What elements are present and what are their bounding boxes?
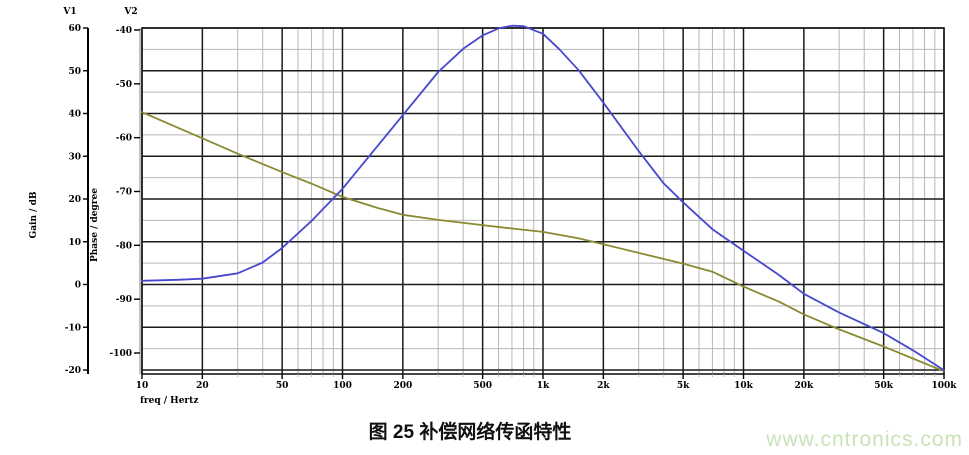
gain-tick-label: 30	[68, 152, 81, 162]
freq-tick-label: 100k	[931, 381, 957, 391]
freq-tick-label: 20	[196, 381, 209, 391]
phase-curve	[141, 24, 945, 372]
axes	[87, 27, 945, 375]
freq-tick-label: 5k	[677, 381, 690, 391]
freq-tick-label: 10k	[734, 381, 754, 391]
tick-marks	[83, 27, 945, 379]
watermark: www.cntronics.com	[766, 428, 963, 451]
phase-tick-label: -90	[116, 295, 132, 305]
figure-caption: 图 25 补偿网络传函特性	[368, 422, 572, 443]
phase-tick-label: -40	[116, 26, 132, 36]
gain-curve	[141, 111, 945, 373]
gain-tick-label: -10	[65, 323, 81, 333]
phase-tick-label: -50	[116, 80, 132, 90]
freq-tick-label: 50	[276, 381, 289, 391]
gain-tick-label: 0	[75, 281, 81, 291]
freq-axis-title: freq / Hertz	[140, 396, 198, 406]
phase-axis-title: Phase / degree	[90, 188, 100, 262]
freq-tick-label: 50k	[874, 381, 894, 391]
freq-tick-label: 1k	[537, 381, 550, 391]
gain-tick-label: 40	[68, 110, 81, 120]
freq-tick-label: 100	[333, 381, 352, 391]
gain-tick-label: 60	[68, 24, 81, 34]
series	[141, 24, 945, 373]
freq-tick-label: 20k	[794, 381, 814, 391]
phase-tick-label: -100	[109, 349, 132, 359]
freq-tick-label: 10	[136, 381, 149, 391]
gain-tick-label: 50	[68, 67, 81, 77]
phase-tick-label: -60	[116, 134, 132, 144]
phase-tick-label: -70	[116, 187, 132, 197]
gain-axis-name: V1	[62, 7, 76, 17]
freq-tick-label: 2k	[597, 381, 610, 391]
phase-tick-label: -80	[116, 241, 132, 251]
gain-axis-title: Gain / dB	[29, 191, 39, 238]
gain-tick-label: -20	[65, 366, 81, 376]
freq-tick-label: 200	[393, 381, 412, 391]
gain-tick-label: 20	[68, 195, 81, 205]
phase-axis-name: V2	[123, 7, 137, 17]
freq-tick-label: 500	[473, 381, 492, 391]
gain-tick-label: 10	[68, 238, 81, 248]
